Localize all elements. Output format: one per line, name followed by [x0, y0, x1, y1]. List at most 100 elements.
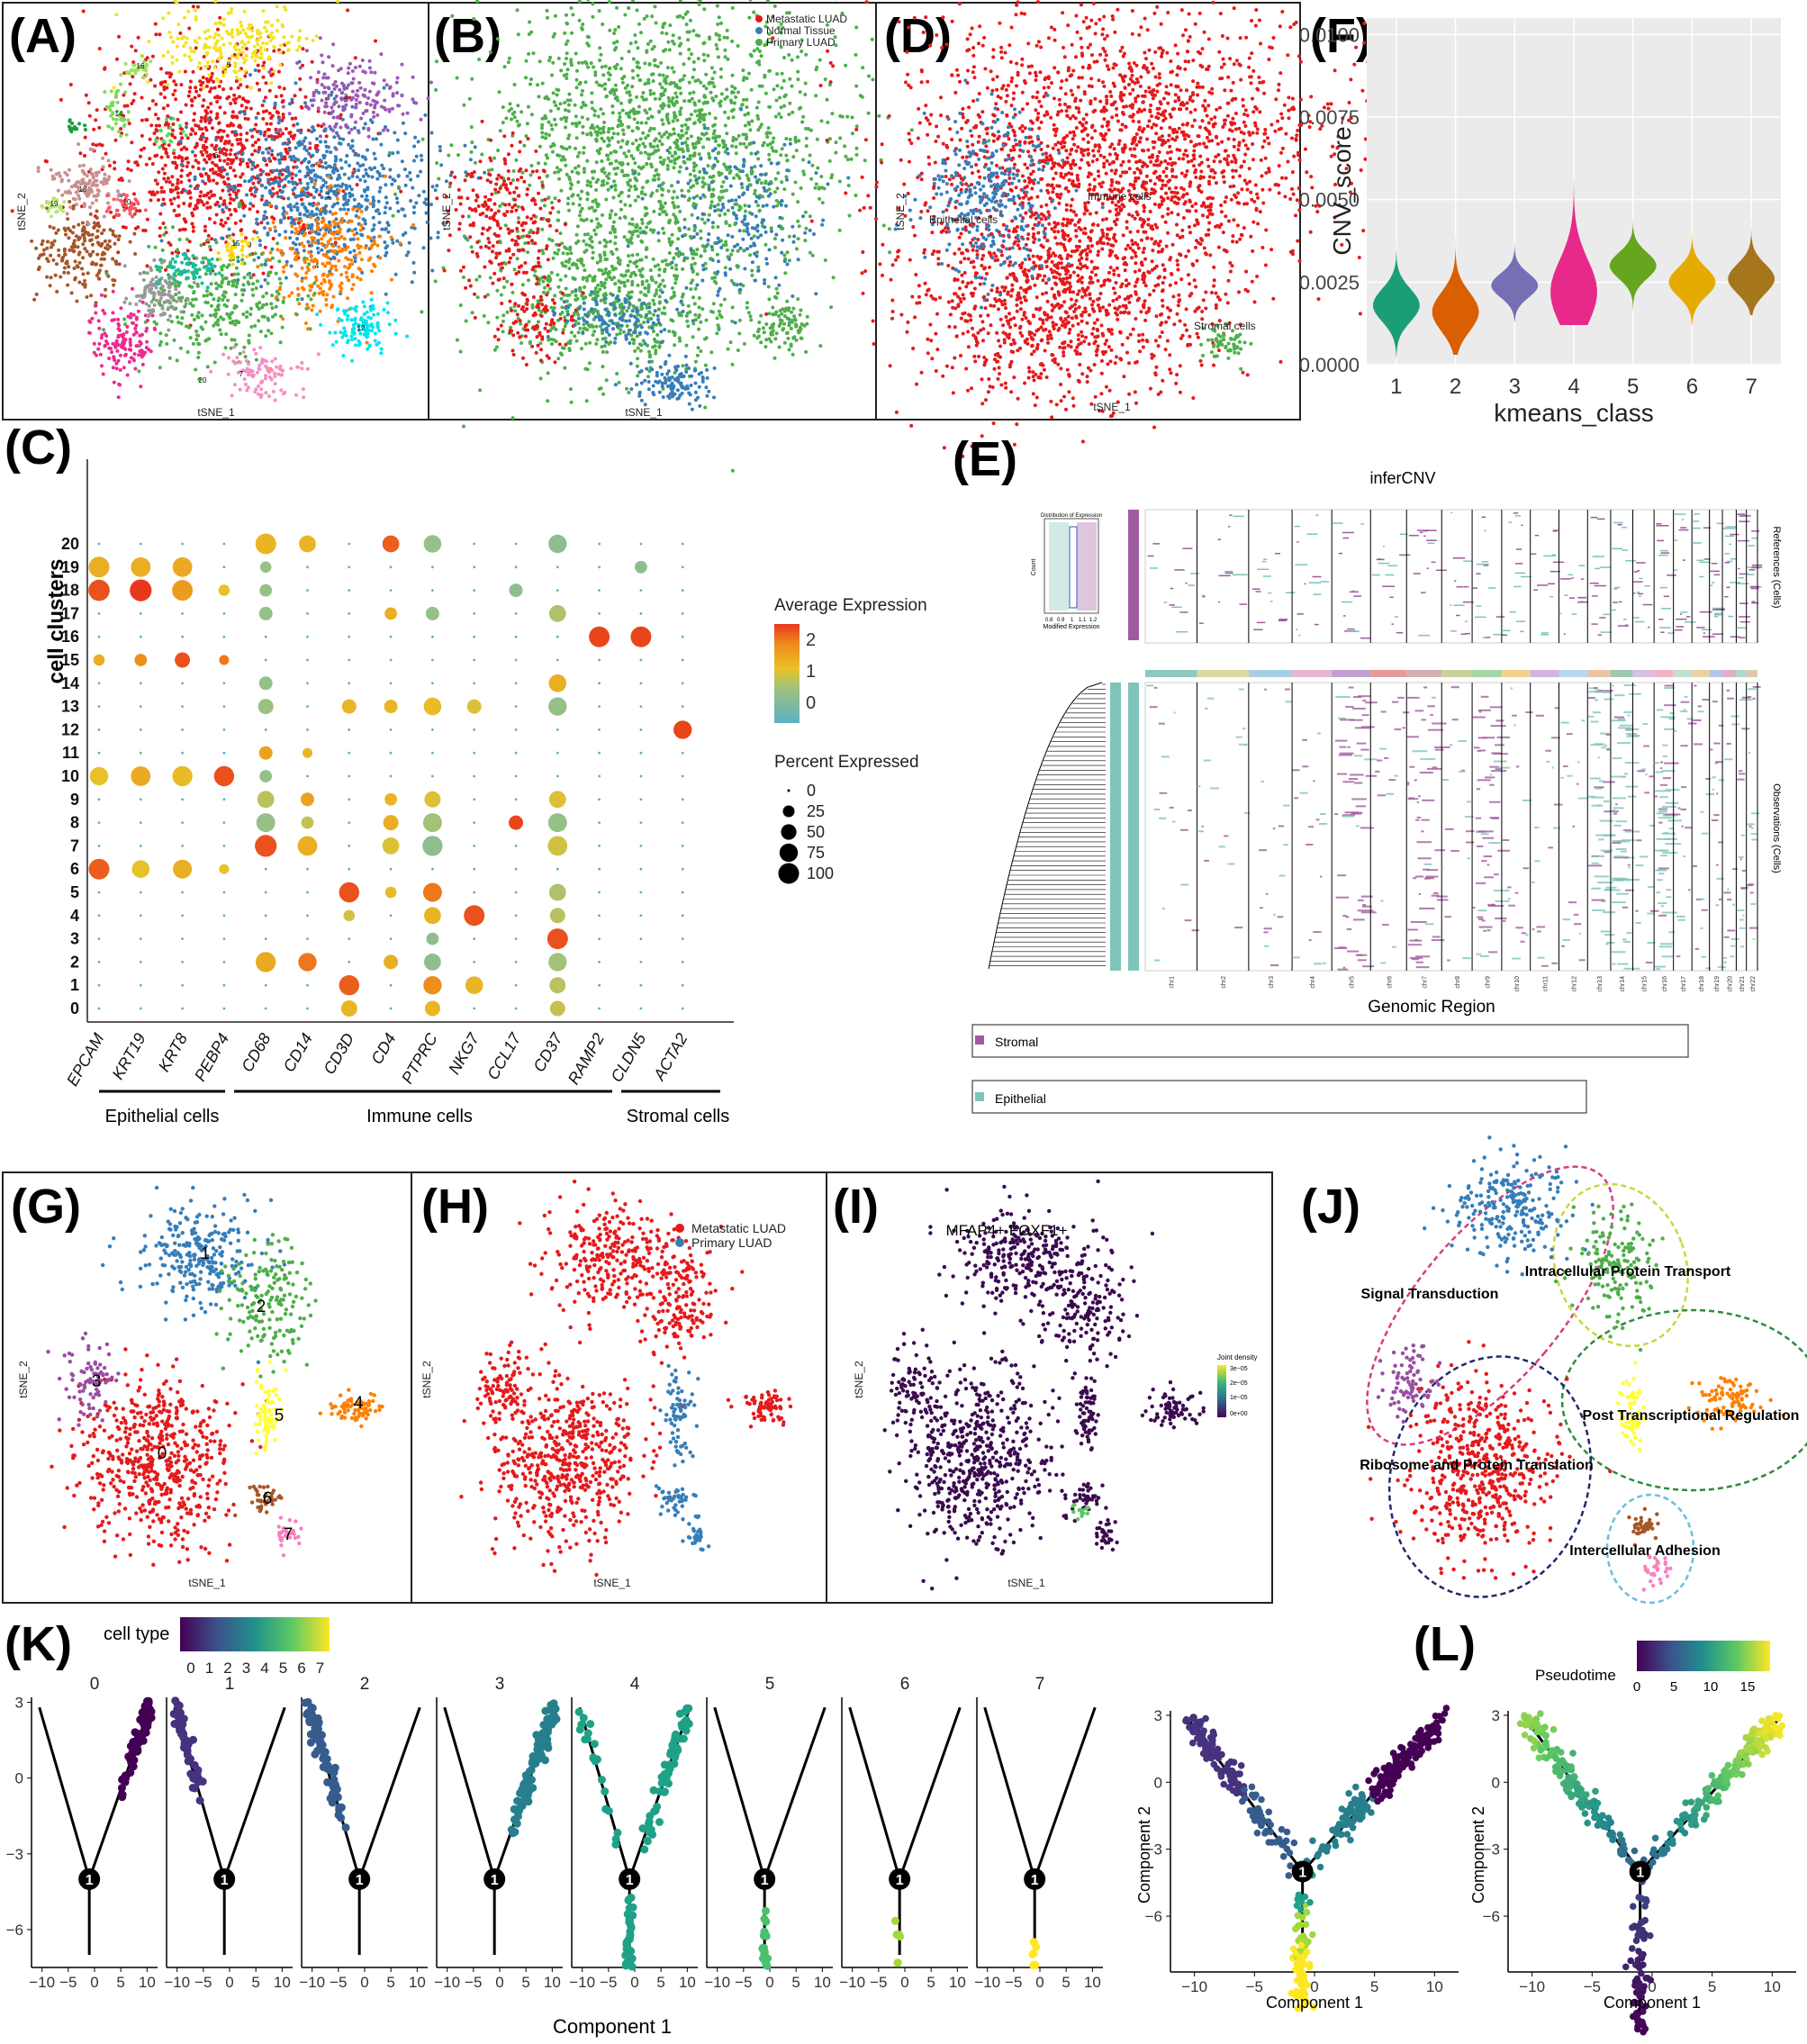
a-cluster-0-pt: [225, 312, 230, 316]
a-cluster-4-pt: [326, 224, 330, 229]
a-cluster-1-pt: [384, 246, 388, 250]
b-primary-pt: [598, 240, 602, 245]
a-cluster-5-pt: [270, 23, 275, 28]
a-cluster-3-pt: [372, 81, 376, 86]
a-cluster-6-pt: [216, 154, 221, 158]
a-cluster-6-pt: [246, 117, 250, 122]
a-cluster-1-pt: [364, 207, 368, 212]
a-cluster-6-pt: [262, 60, 267, 65]
a-cluster-6-pt: [243, 116, 248, 121]
a-cluster-9-pt: [85, 249, 89, 254]
b-primary-pt: [602, 121, 607, 124]
a-cluster-6-pt: [262, 133, 267, 138]
a-cluster-label: 5: [227, 61, 231, 69]
a-cluster-3-pt: [341, 108, 346, 113]
a-cluster-13-pt: [120, 345, 124, 349]
b-primary-pt: [714, 95, 718, 99]
a-cluster-4-pt: [303, 321, 308, 325]
a-cluster-12-pt: [365, 325, 369, 330]
a-cluster-6-pt: [194, 131, 198, 136]
a-cluster-0-pt: [222, 303, 227, 307]
b-primary-pt: [576, 171, 581, 176]
a-cluster-4-pt: [310, 229, 314, 233]
a-cluster-4-pt: [307, 250, 312, 255]
a-cluster-6-pt: [215, 115, 220, 120]
a-cluster-13-pt: [133, 326, 138, 330]
a-cluster-4-pt: [315, 227, 320, 231]
a-cluster-6-pt: [280, 172, 285, 176]
a-cluster-9-pt: [76, 245, 80, 249]
a-cluster-1-pt: [340, 182, 345, 186]
a-cluster-0-pt: [267, 329, 271, 333]
b-primary-pt: [648, 88, 653, 93]
a-cluster-6-pt: [255, 81, 259, 86]
a-cluster-16-pt: [144, 64, 149, 68]
b-primary-pt: [666, 189, 671, 194]
b-primary-pt: [822, 186, 827, 191]
b-primary-pt: [854, 146, 859, 150]
a-cluster-3-pt: [347, 83, 350, 87]
a-cluster-4-pt: [297, 302, 302, 306]
a-cluster-6-pt: [201, 80, 205, 85]
a-cluster-7-pt: [247, 373, 251, 377]
a-cluster-1-pt: [279, 220, 283, 224]
a-cluster-0-pt: [223, 346, 228, 350]
b-primary-pt: [672, 203, 676, 208]
b-primary-pt: [628, 222, 632, 226]
a-cluster-6-pt: [190, 99, 194, 104]
a-cluster-5-pt: [207, 73, 212, 77]
a-cluster-18-pt: [54, 172, 59, 176]
a-cluster-11-pt: [170, 257, 175, 261]
b-primary-pt: [769, 226, 773, 231]
a-cluster-6-pt: [206, 233, 211, 238]
a-cluster-1-pt: [332, 96, 337, 101]
a-cluster-6-pt: [210, 71, 214, 76]
a-cluster-3-pt: [395, 91, 400, 95]
a-cluster-1-pt: [289, 208, 294, 213]
a-cluster-0-pt: [240, 258, 245, 262]
b-primary-pt: [686, 157, 691, 161]
a-cluster-6-pt: [112, 215, 116, 220]
a-cluster-5-pt: [194, 41, 199, 45]
a-cluster-4-pt: [267, 203, 272, 207]
b-primary-pt: [564, 125, 567, 130]
b-primary-pt: [514, 158, 519, 162]
a-cluster-9-pt: [73, 259, 77, 264]
a-cluster-5-pt: [204, 37, 209, 41]
b-primary-pt: [506, 60, 510, 65]
a-cluster-13-pt: [133, 366, 138, 371]
a-cluster-1-pt: [331, 255, 336, 259]
a-cluster-13-pt: [92, 350, 96, 355]
a-cluster-4-pt: [280, 253, 285, 257]
b-primary-pt: [745, 97, 749, 102]
b-primary-pt: [648, 39, 653, 43]
a-cluster-3-pt: [323, 90, 328, 95]
b-primary-pt: [470, 140, 474, 145]
a-cluster-6-pt: [184, 103, 188, 107]
b-primary-pt: [646, 179, 650, 184]
b-primary-pt: [450, 14, 455, 18]
a-cluster-1-pt: [195, 186, 200, 191]
a-cluster-6-pt: [232, 93, 237, 97]
a-cluster-3-pt: [323, 104, 328, 109]
a-cluster-9-pt: [117, 262, 122, 267]
b-primary-pt: [744, 132, 748, 137]
a-cluster-6-pt: [100, 143, 104, 148]
b-primary-pt: [680, 133, 684, 138]
b-primary-pt: [823, 258, 827, 262]
a-cluster-6-pt: [129, 168, 133, 173]
a-cluster-0-pt: [253, 323, 257, 328]
a-cluster-3-pt: [267, 70, 272, 74]
a-cluster-5-pt: [243, 42, 248, 47]
a-cluster-5-pt: [167, 11, 171, 15]
b-primary-pt: [651, 79, 655, 84]
b-primary-pt: [803, 210, 808, 214]
a-cluster-4-pt: [325, 261, 330, 266]
a-cluster-9-pt: [30, 239, 34, 243]
b-primary-pt: [642, 16, 646, 21]
b-primary-pt: [823, 77, 827, 82]
b-primary-pt: [637, 165, 641, 169]
b-primary-pt: [759, 181, 763, 185]
a-ylabel: tSNE_2: [15, 193, 28, 231]
a-cluster-4-pt: [310, 308, 314, 312]
